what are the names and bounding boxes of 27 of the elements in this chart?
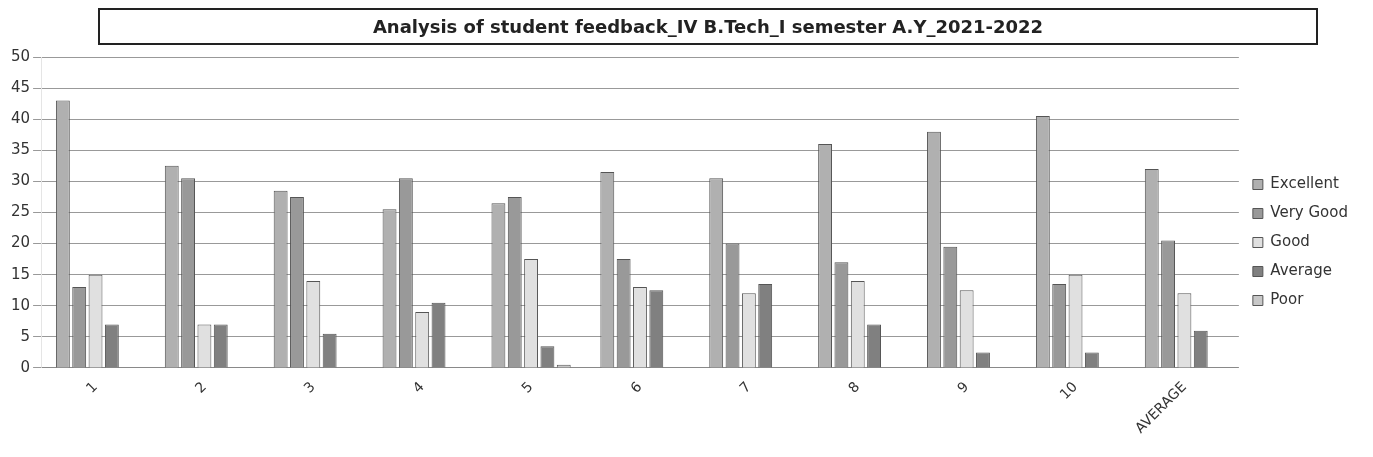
chart-title: Analysis of student feedback_IV B.Tech_I semester A.Y_2021-2022: [98, 8, 1318, 45]
legend-label: Good: [1270, 232, 1310, 251]
x-tick-label: 8: [844, 378, 863, 396]
y-tick-label: 45: [10, 77, 31, 96]
y-tick-label: 15: [10, 264, 31, 283]
x-tick-label: 1: [82, 378, 101, 396]
legend-label: Very Good: [1270, 203, 1348, 222]
y-tick-label: 35: [10, 140, 31, 159]
x-tick-label: 5: [518, 378, 536, 396]
legend-label: Poor: [1270, 290, 1305, 309]
x-tick-label: 2: [191, 378, 210, 396]
legend-label: Excellent: [1270, 174, 1339, 193]
x-tick-label: 9: [953, 378, 972, 396]
y-tick-label: 40: [10, 109, 31, 128]
legend-label: Average: [1270, 261, 1332, 280]
x-tick-label: 4: [409, 378, 427, 396]
y-tick-label: 5: [20, 326, 31, 345]
y-tick-label: 50: [10, 46, 31, 65]
x-tick-label: 3: [300, 378, 318, 396]
y-tick-label: 10: [10, 295, 31, 314]
x-tick-label: 7: [735, 378, 754, 396]
y-tick-label: 0: [20, 357, 31, 376]
x-tick-label: 10: [1056, 378, 1081, 403]
y-tick-label: 30: [10, 171, 31, 190]
x-tick-label: 6: [627, 378, 645, 396]
y-tick-label: 25: [10, 202, 31, 221]
y-tick-label: 20: [10, 233, 31, 252]
